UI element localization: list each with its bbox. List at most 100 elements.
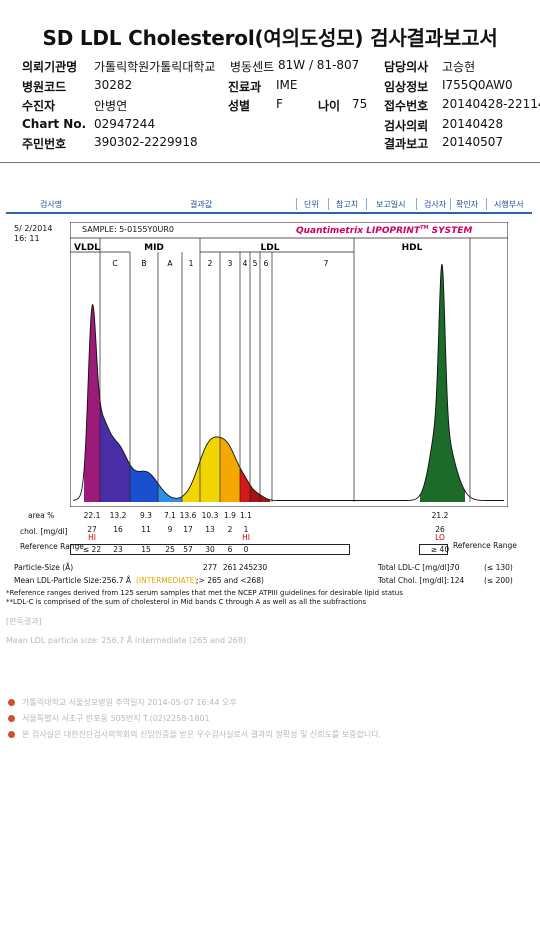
header-row-3: 수진자 안병연 성별 F 나이 75 접수번호 20140428-22114 — [22, 97, 540, 115]
flag-hi: HI — [242, 533, 250, 542]
total-ldl-label: Total LDL-C [mg/dl]: — [378, 563, 453, 572]
hospital-code-label: 병원코드 — [22, 80, 67, 94]
value-cell: 9.3 — [140, 511, 152, 520]
col-separator — [328, 198, 329, 210]
header-row-5: 주민번호 390302-2229918 결과보고 20140507 — [22, 135, 538, 153]
ref-row-label: Reference Range — [20, 542, 84, 551]
lipoprint-brand: Quantimetrix LIPOPRINTTM SYSTEM — [296, 225, 472, 236]
chart-no-value: 02947244 — [94, 117, 156, 131]
value-cell: 13.2 — [109, 511, 127, 520]
value-cell: 1 — [243, 525, 249, 534]
value-cell: 21.2 — [431, 511, 449, 520]
chol-row-label: chol. [mg/dl] — [20, 527, 68, 536]
mean-ldl-label: Mean LDL-Particle Size: — [14, 576, 102, 585]
col-result[interactable]: 결과값 — [190, 200, 213, 209]
region-labels: VLDL MID LDL HDL — [74, 243, 423, 253]
particle-size-value: 277 — [202, 563, 218, 572]
report-date: 5/ 2/2014 — [14, 224, 53, 233]
ldl4-peak — [250, 484, 270, 502]
value-cell: ≤ 22 — [82, 545, 102, 554]
ldl2-peak — [220, 437, 240, 502]
bullet-icon — [8, 699, 15, 706]
value-cell: 15 — [141, 545, 151, 554]
band-label: C — [112, 259, 117, 268]
header-row-1: 의뢰기관명 가톨릭학원가톨릭대학교 병동센트 81W / 81-807 담당의사… — [22, 58, 538, 76]
value-cell: 30 — [205, 545, 215, 554]
clinical-value: I755Q0AW0 — [442, 78, 513, 92]
footer-address: 서울특별시 서초구 반포동 505번지 T.(02)2258-1801 — [22, 714, 210, 723]
ward-label: 병동센트 — [230, 60, 275, 74]
ref-row-label-right: Reference Range — [453, 541, 517, 550]
region-label: LDL — [261, 243, 280, 253]
total-chol-label: Total Chol. [mg/dl]: — [378, 576, 450, 585]
brand-name: Quantimetrix LIPOPRINT — [296, 226, 421, 236]
institution-label: 의뢰기관명 — [22, 60, 78, 74]
clinical-label: 임상정보 — [384, 80, 429, 94]
hospital-code-value: 30282 — [94, 78, 133, 92]
doctor-value: 고승현 — [442, 60, 476, 74]
report-date-label: 결과보고 — [384, 137, 429, 151]
mean-ldl-class: (INTERMEDIATE) — [136, 576, 198, 585]
value-cell: 13.6 — [179, 511, 197, 520]
footnote-ldl: **LDL-C is comprised of the sum of chole… — [6, 598, 367, 606]
value-cell: 6 — [227, 545, 233, 554]
chart-no-label: Chart No. — [22, 117, 87, 131]
doctor-label: 담당의사 — [384, 60, 429, 74]
value-cell: 26 — [435, 525, 445, 534]
col-department[interactable]: 시행부서 — [494, 200, 524, 209]
header-divider — [0, 162, 540, 163]
densitometry-trace — [73, 263, 504, 501]
report-time: 16: 11 — [14, 234, 40, 243]
value-cell: 2 — [227, 525, 233, 534]
result-column-header: 검사명 결과값 단위 참고치 보고일시 검사자 확인자 시행부서 — [6, 196, 532, 214]
hdl-peak — [420, 264, 465, 502]
brand-suffix: SYSTEM — [428, 226, 473, 236]
ref-box-right — [419, 544, 448, 555]
col-tester[interactable]: 검사자 — [424, 200, 447, 209]
col-separator — [296, 198, 297, 210]
band-label: 5 — [253, 259, 258, 268]
header-row-4: Chart No. 02947244 검사의뢰 20140428 — [22, 117, 538, 135]
col-unit[interactable]: 단위 — [304, 200, 319, 209]
age-label: 나이 — [318, 99, 341, 113]
patient-value: 안병연 — [94, 99, 128, 113]
brand-tm: TM — [420, 225, 429, 231]
ldl3-peak — [240, 467, 250, 502]
col-separator — [366, 198, 367, 210]
mid-a-peak — [158, 483, 182, 502]
value-cell: 1.9 — [224, 511, 236, 520]
band-label: A — [167, 259, 173, 268]
footer-hospital: 가톨릭대학교 서울성모병원 추역일자 2014-05-07 16:44 오후 — [22, 698, 237, 707]
vldl-peak — [84, 304, 100, 502]
opinion-heading: [판독결과] — [6, 617, 42, 626]
col-test-name[interactable]: 검사명 — [40, 200, 63, 209]
band-label: 6 — [264, 259, 269, 268]
band-label: 7 — [324, 259, 329, 268]
report-date-value: 20140507 — [442, 135, 504, 149]
value-cell: 7.1 — [164, 511, 176, 520]
sex-value: F — [276, 97, 283, 111]
rrn-label: 주민번호 — [22, 137, 67, 151]
opinion-text: Mean LDL particle size: 256.7 Å Intermed… — [6, 636, 246, 645]
col-report-time[interactable]: 보고일시 — [376, 200, 406, 209]
institution-value: 가톨릭학원가톨릭대학교 — [94, 60, 216, 74]
col-confirmer[interactable]: 확인자 — [456, 200, 479, 209]
report-title: SD LDL Cholesterol(여의도성모) 검사결과보고서 — [42, 26, 498, 50]
receipt-value: 20140428-22114 — [442, 97, 540, 111]
value-cell: 1.1 — [240, 511, 252, 520]
value-cell: 25 — [165, 545, 175, 554]
total-chol-value: 124 — [450, 576, 465, 585]
mid-c-peak — [100, 400, 130, 502]
ldl1-peak — [182, 436, 220, 502]
value-cell: 0 — [243, 545, 249, 554]
particle-size-value: 230 — [252, 563, 268, 572]
value-cell: 16 — [113, 525, 123, 534]
col-reference[interactable]: 참고치 — [336, 200, 359, 209]
dept-value: IME — [276, 78, 298, 92]
total-ldl-value: 70 — [450, 563, 460, 572]
band-label: 4 — [243, 259, 248, 268]
